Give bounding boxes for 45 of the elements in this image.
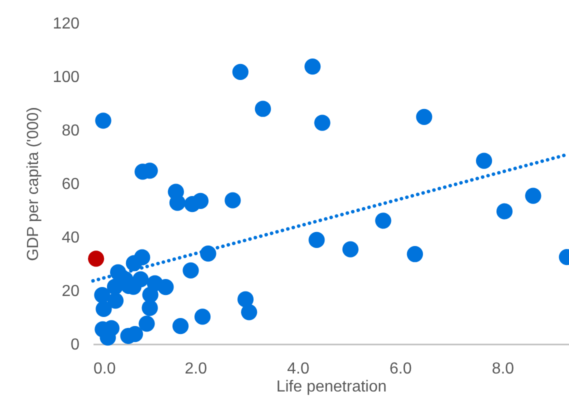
y-tick-label: 40 bbox=[62, 230, 80, 246]
y-tick-label: 20 bbox=[62, 283, 80, 300]
point bbox=[224, 192, 241, 208]
point bbox=[241, 304, 258, 320]
point bbox=[132, 271, 149, 288]
point bbox=[304, 58, 321, 75]
x-axis-title: Life penetration bbox=[276, 378, 387, 396]
point bbox=[94, 287, 110, 304]
point bbox=[416, 108, 432, 125]
point bbox=[308, 232, 325, 248]
y-tick-label: 100 bbox=[52, 69, 80, 86]
point bbox=[476, 152, 492, 169]
point bbox=[138, 316, 155, 332]
point bbox=[342, 241, 359, 258]
y-tick-label: 0 bbox=[70, 336, 80, 354]
point bbox=[406, 246, 423, 262]
point bbox=[88, 250, 104, 267]
point bbox=[496, 203, 513, 220]
point bbox=[182, 262, 199, 278]
point bbox=[107, 292, 124, 309]
point bbox=[134, 249, 150, 266]
x-tick-label: 4.0 bbox=[287, 360, 310, 378]
point bbox=[525, 188, 542, 204]
point bbox=[142, 286, 158, 303]
x-tick-label: 2.0 bbox=[184, 360, 208, 378]
point bbox=[158, 278, 174, 296]
point bbox=[142, 300, 158, 316]
y-tick-label: 120 bbox=[52, 16, 80, 32]
point bbox=[169, 194, 186, 211]
y-axis-title: GDP per capita ('000) bbox=[24, 107, 42, 261]
point bbox=[237, 291, 254, 308]
x-tick-label: 6.0 bbox=[389, 360, 412, 378]
x-tick-label: 0.0 bbox=[94, 360, 116, 378]
point bbox=[95, 112, 112, 129]
point bbox=[194, 308, 211, 325]
point bbox=[192, 192, 209, 209]
x-tick-label: 8.0 bbox=[492, 360, 514, 378]
y-tick-label: 80 bbox=[62, 122, 80, 140]
point bbox=[314, 114, 330, 131]
point bbox=[172, 318, 189, 334]
point bbox=[232, 64, 248, 80]
point bbox=[96, 300, 112, 318]
point bbox=[375, 212, 392, 229]
y-tick-label: 60 bbox=[62, 176, 80, 193]
point bbox=[254, 100, 271, 117]
